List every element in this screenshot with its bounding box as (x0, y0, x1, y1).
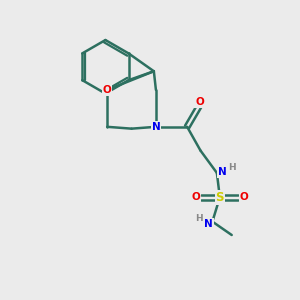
Text: S: S (216, 191, 224, 204)
Text: H: H (195, 214, 203, 223)
Text: N: N (152, 122, 160, 132)
Text: N: N (205, 219, 213, 229)
Text: N: N (218, 167, 226, 177)
Text: O: O (240, 192, 249, 202)
Text: O: O (195, 98, 204, 107)
Text: O: O (103, 85, 112, 95)
Text: H: H (229, 163, 236, 172)
Text: O: O (191, 192, 200, 202)
